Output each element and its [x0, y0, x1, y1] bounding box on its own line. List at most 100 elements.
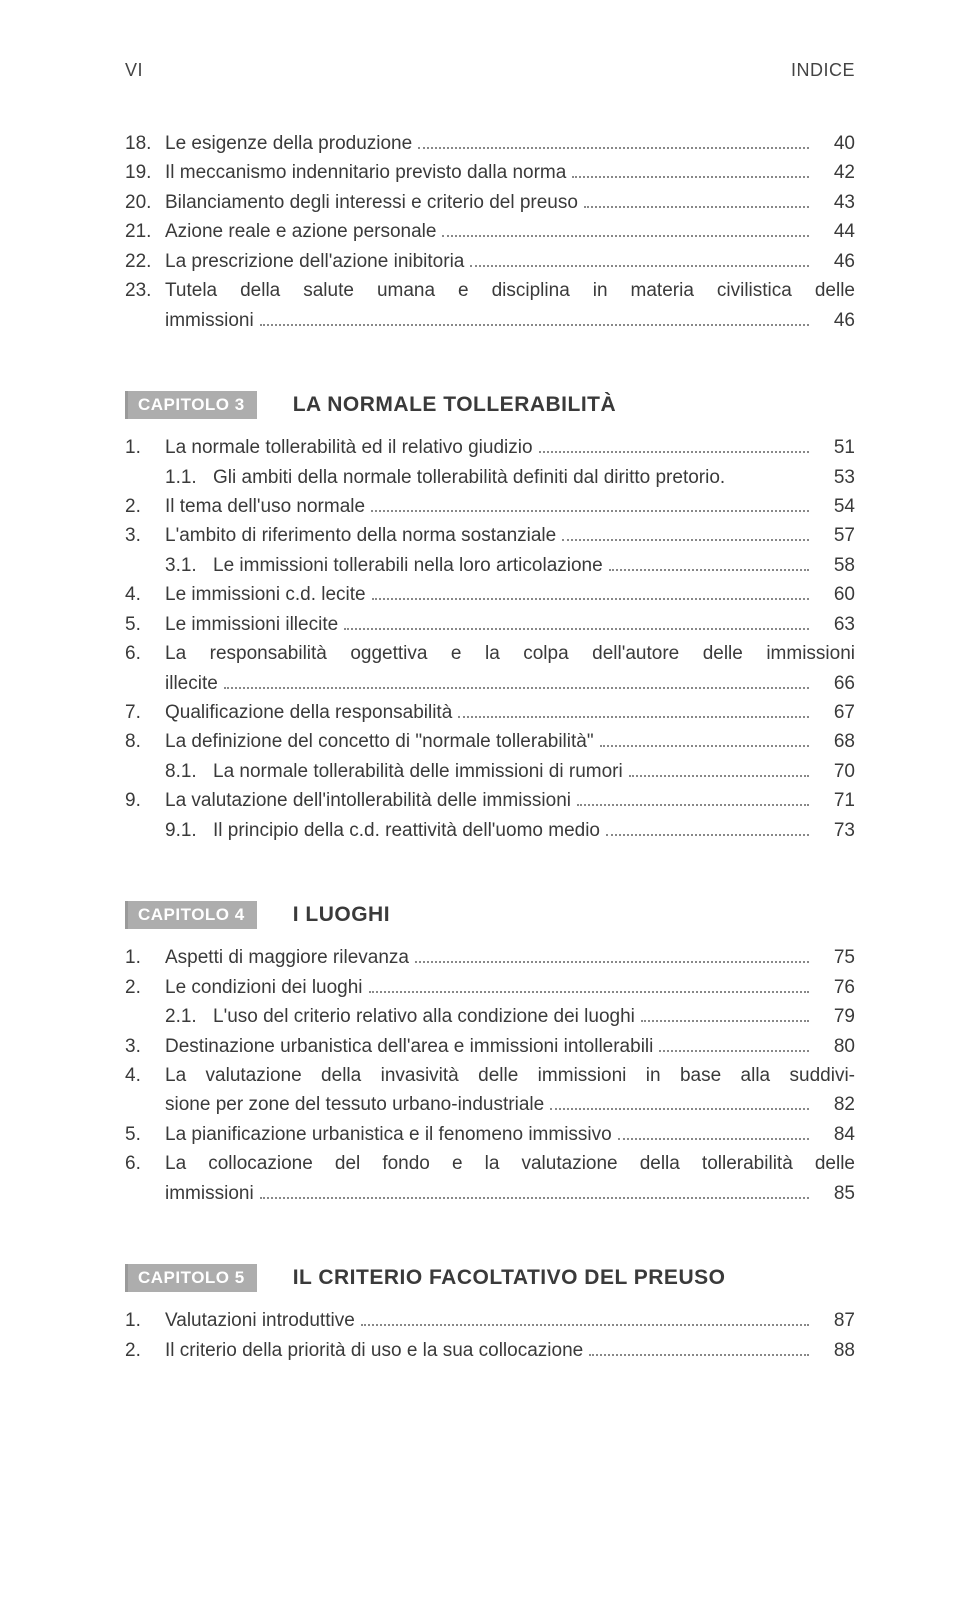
toc-item-page: 87	[815, 1306, 855, 1335]
page-number-roman: VI	[125, 60, 143, 81]
toc-row: 1.La normale tollerabilità ed il relativ…	[125, 433, 855, 462]
toc-item-text: La collocazione del fondo e la valutazio…	[165, 1149, 855, 1178]
toc-item-number: 18.	[125, 129, 165, 158]
toc-item-number: 8.1.	[165, 757, 213, 786]
toc-row: 8.La definizione del concetto di "normal…	[125, 727, 855, 756]
toc-item-text: La prescrizione dell'azione inibitoria	[165, 247, 464, 276]
toc-row: 8.1.La normale tollerabilità delle immis…	[125, 757, 855, 786]
toc-item-text: Valutazioni introduttive	[165, 1306, 355, 1335]
toc-row: 1.Aspetti di maggiore rilevanza 75	[125, 943, 855, 972]
toc-item-number: 1.	[125, 943, 165, 972]
leader-dots	[260, 1197, 809, 1199]
toc-item-text: Le immissioni tollerabili nella loro art…	[213, 551, 603, 580]
leader-dots	[629, 775, 809, 777]
toc-item-number: 2.	[125, 1336, 165, 1365]
toc-item-page: 82	[815, 1090, 855, 1119]
toc-row: 2.1.L'uso del criterio relativo alla con…	[125, 1002, 855, 1031]
toc-item-text: immissioni	[125, 306, 254, 335]
toc-item-page: 46	[815, 306, 855, 335]
toc-item-page: 71	[815, 786, 855, 815]
toc-row: 6.La responsabilità oggettiva e la colpa…	[125, 639, 855, 698]
leader-dots	[442, 235, 809, 237]
toc-row: 2.Le condizioni dei luoghi76	[125, 973, 855, 1002]
toc-row: 2.Il tema dell'uso normale54	[125, 492, 855, 521]
leader-dots	[371, 510, 809, 512]
toc-item-number: 6.	[125, 1149, 165, 1178]
toc-item-number: 5.	[125, 610, 165, 639]
leader-dots	[539, 451, 809, 453]
toc-item-number: 5.	[125, 1120, 165, 1149]
toc-row: 21.Azione reale e azione personale44	[125, 217, 855, 246]
toc-item-page: 57	[815, 521, 855, 550]
toc-item-page: 85	[815, 1179, 855, 1208]
toc-row: 9.1.Il principio della c.d. reattività d…	[125, 816, 855, 845]
toc-row: 23.Tutela della salute umana e disciplin…	[125, 276, 855, 335]
leader-dots	[600, 745, 809, 747]
toc-item-number: 21.	[125, 217, 165, 246]
leader-dots	[609, 569, 809, 571]
header-title: INDICE	[791, 60, 855, 81]
toc-item-text: immissioni	[125, 1179, 254, 1208]
toc-row: 3.L'ambito di riferimento della norma so…	[125, 521, 855, 550]
chapter-head: CAPITOLO 3LA NORMALE TOLLERABILITÀ	[125, 391, 855, 419]
toc-item-text: Il tema dell'uso normale	[165, 492, 365, 521]
toc-item-text: Il meccanismo indennitario previsto dall…	[165, 158, 566, 187]
toc-row: 22.La prescrizione dell'azione inibitori…	[125, 247, 855, 276]
toc-row: 7.Qualificazione della responsabilità67	[125, 698, 855, 727]
chapter-title: IL CRITERIO FACOLTATIVO DEL PREUSO	[293, 1266, 726, 1290]
toc-item-page: 80	[815, 1032, 855, 1061]
toc-chapter-list: 1.La normale tollerabilità ed il relativ…	[125, 433, 855, 845]
leader-dots	[606, 834, 809, 836]
toc-item-page: 46	[815, 247, 855, 276]
toc-row: 9.La valutazione dell'intollerabilità de…	[125, 786, 855, 815]
chapter-head: CAPITOLO 5IL CRITERIO FACOLTATIVO DEL PR…	[125, 1264, 855, 1292]
leader-dots	[260, 324, 809, 326]
chapter-badge: CAPITOLO 4	[125, 901, 257, 929]
toc-item-page: 88	[815, 1336, 855, 1365]
leader-dots	[470, 265, 809, 267]
toc-chapter-list: 1.Valutazioni introduttive872.Il criteri…	[125, 1306, 855, 1365]
chapter-head: CAPITOLO 4I LUOGHI	[125, 901, 855, 929]
toc-item-text: sione per zone del tessuto urbano-indust…	[125, 1090, 544, 1119]
toc-row: 19.Il meccanismo indennitario previsto d…	[125, 158, 855, 187]
leader-dots	[659, 1050, 809, 1052]
toc-item-text: Il principio della c.d. reattività dell'…	[213, 816, 600, 845]
toc-item-text: La normale tollerabilità delle immission…	[213, 757, 623, 786]
toc-item-text: Le immissioni illecite	[165, 610, 338, 639]
toc-row: 6.La collocazione del fondo e la valutaz…	[125, 1149, 855, 1208]
toc-item-number: 8.	[125, 727, 165, 756]
toc-item-text: Le condizioni dei luoghi	[165, 973, 363, 1002]
toc-item-page: 51	[815, 433, 855, 462]
leader-dots	[361, 1324, 809, 1326]
toc-item-number: 23.	[125, 276, 165, 305]
toc-item-text: La normale tollerabilità ed il relativo …	[165, 433, 533, 462]
leader-dots	[618, 1138, 809, 1140]
toc-item-number: 4.	[125, 580, 165, 609]
leader-dots	[589, 1354, 809, 1356]
toc-item-text: Destinazione urbanistica dell'area e imm…	[165, 1032, 653, 1061]
chapter-block: CAPITOLO 4I LUOGHI 1.Aspetti di maggiore …	[125, 901, 855, 1208]
toc-item-text: Le esigenze della produzione	[165, 129, 412, 158]
toc-item-text: illecite	[125, 669, 218, 698]
toc-item-page: 76	[815, 973, 855, 1002]
leader-dots	[577, 804, 809, 806]
toc-item-text: Aspetti di maggiore rilevanza	[165, 943, 409, 972]
leader-dots	[572, 176, 809, 178]
chapter-block: CAPITOLO 3LA NORMALE TOLLERABILITÀ 1.La n…	[125, 391, 855, 845]
toc-row: 3.Destinazione urbanistica dell'area e i…	[125, 1032, 855, 1061]
toc-item-page: 40	[815, 129, 855, 158]
toc-item-page: 79	[815, 1002, 855, 1031]
toc-item-page: 63	[815, 610, 855, 639]
toc-item-number: 4.	[125, 1061, 165, 1090]
toc-item-text: Tutela della salute umana e disciplina i…	[165, 276, 855, 305]
toc-item-number: 3.1.	[165, 551, 213, 580]
toc-row: 5.Le immissioni illecite 63	[125, 610, 855, 639]
toc-item-number: 19.	[125, 158, 165, 187]
toc-item-text: La definizione del concetto di "normale …	[165, 727, 594, 756]
chapter-title: LA NORMALE TOLLERABILITÀ	[293, 393, 616, 417]
leader-dots	[415, 961, 809, 963]
toc-item-page: 75	[815, 943, 855, 972]
toc-item-number: 22.	[125, 247, 165, 276]
toc-item-text: La valutazione della invasività delle im…	[165, 1061, 855, 1090]
toc-item-number: 6.	[125, 639, 165, 668]
